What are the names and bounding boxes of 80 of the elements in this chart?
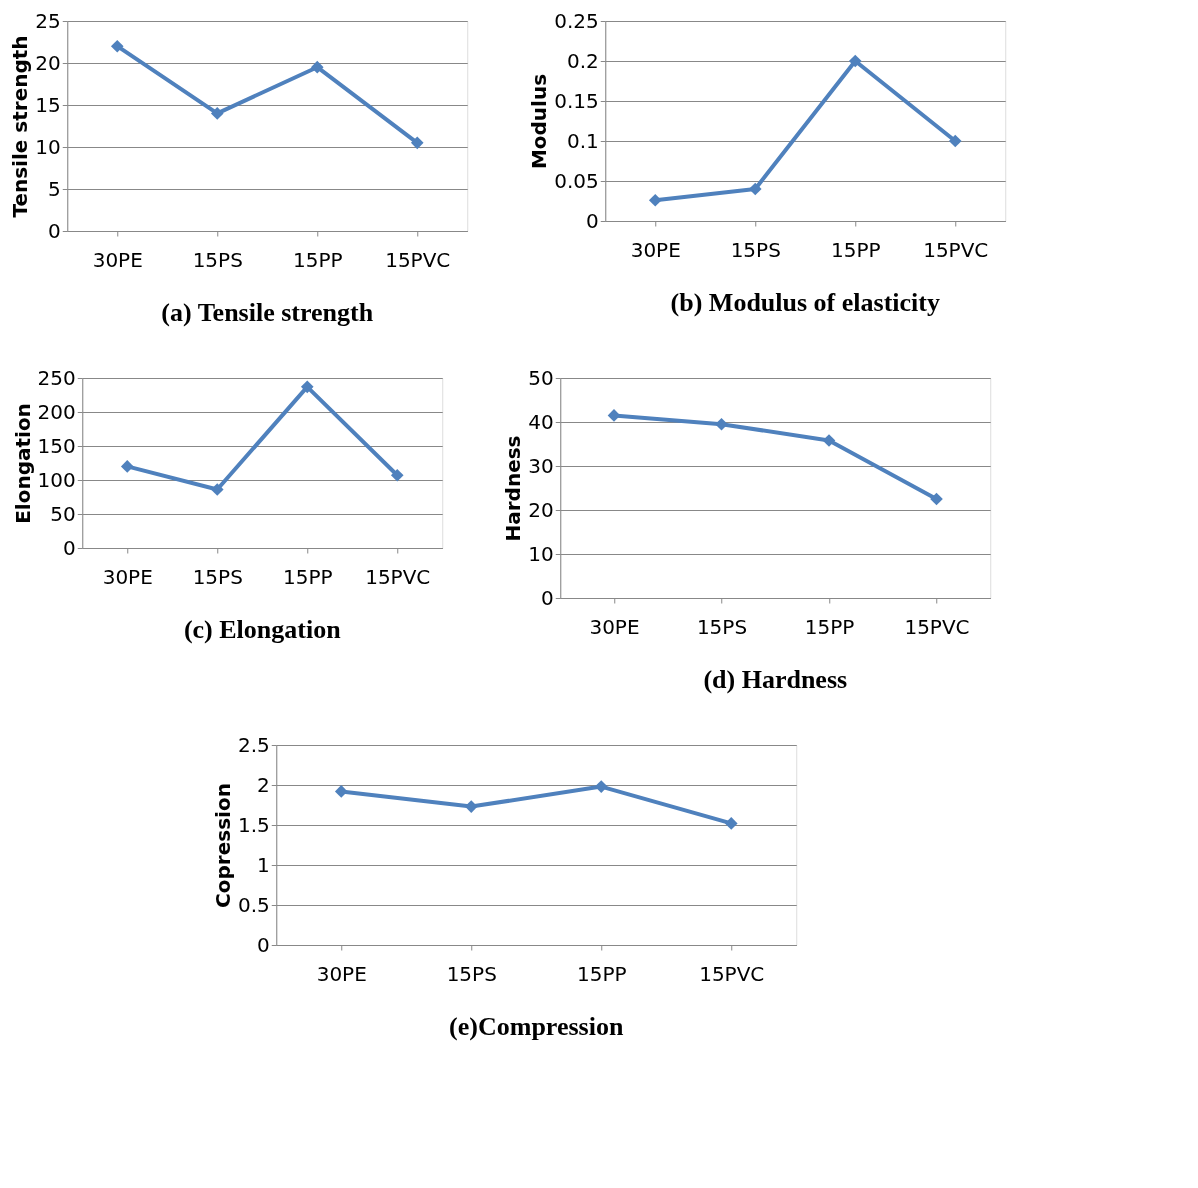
y-tick-label: 2.5 xyxy=(237,732,270,757)
y-axis-title: Elongation xyxy=(10,403,35,524)
y-tick-label: 200 xyxy=(37,399,76,424)
y-tick-label: 10 xyxy=(528,541,554,566)
point xyxy=(724,817,738,830)
y-tick-label: 30 xyxy=(528,453,554,478)
text: (a) Tensile strength xyxy=(161,298,374,327)
y-tick-label: 0.2 xyxy=(566,48,599,73)
y-tick-label: 20 xyxy=(528,497,554,522)
y-tick-label: 0.05 xyxy=(554,168,599,193)
text: (e)Compression xyxy=(449,1012,624,1041)
y-axis-title: Modulus xyxy=(527,73,552,170)
y-tick-label: 50 xyxy=(528,365,554,390)
point xyxy=(110,39,124,53)
point xyxy=(748,182,762,196)
y-axis-title: Hardness xyxy=(501,435,526,542)
x-tick-label: 30PE xyxy=(630,237,681,262)
x-tick-label: 15PP xyxy=(830,237,881,262)
point xyxy=(410,136,424,150)
x-tick-label: 15PS xyxy=(446,961,497,986)
x-tick-label: 15PP xyxy=(282,564,333,589)
text: (d) Hardness xyxy=(703,665,848,694)
x-tick-label: 30PE xyxy=(92,247,143,272)
x-tick-label: 15PVC xyxy=(923,237,989,262)
x-tick-label: 15PVC xyxy=(904,614,970,639)
y-tick-label: 2 xyxy=(257,772,270,797)
point xyxy=(607,409,621,422)
x-tick-label: 30PE xyxy=(102,564,153,589)
y-tick-label: 1.5 xyxy=(237,812,270,837)
y-tick-label: 0.5 xyxy=(237,892,270,917)
y-tick-label: 40 xyxy=(528,409,554,434)
x-tick-label: 15PVC xyxy=(365,564,431,589)
x-tick-label: 15PS xyxy=(730,237,781,262)
y-tick-label: 0.1 xyxy=(566,128,599,153)
y-tick-label: 10 xyxy=(35,134,61,159)
y-tick-label: 0.15 xyxy=(554,88,599,113)
text: (c) Elongation xyxy=(183,615,342,644)
point xyxy=(390,468,404,482)
point xyxy=(648,193,662,207)
y-axis-title: Tensile strength xyxy=(8,35,33,218)
point xyxy=(310,60,324,74)
y-tick-label: 0.25 xyxy=(554,8,599,33)
x-tick-label: 30PE xyxy=(589,614,640,639)
y-tick-label: 5 xyxy=(48,176,61,201)
y-tick-label: 100 xyxy=(37,467,76,492)
x-tick-label: 15PP xyxy=(576,961,627,986)
x-tick-label: 15PP xyxy=(804,614,855,639)
y-tick-label: 25 xyxy=(35,8,61,33)
point xyxy=(948,134,962,148)
x-tick-label: 15PP xyxy=(292,247,343,272)
y-tick-label: 20 xyxy=(35,50,61,75)
point xyxy=(210,483,224,496)
text: (b) Modulus of elasticity xyxy=(670,288,940,317)
y-tick-label: 0 xyxy=(63,535,76,560)
y-tick-label: 0 xyxy=(586,208,599,233)
y-tick-label: 1 xyxy=(257,852,270,877)
x-tick-label: 15PS xyxy=(192,564,243,589)
point xyxy=(120,460,134,473)
x-tick-label: 15PS xyxy=(696,614,748,639)
point xyxy=(930,492,943,506)
point xyxy=(822,434,836,447)
point xyxy=(464,800,478,813)
y-tick-label: 250 xyxy=(37,365,76,390)
y-tick-label: 0 xyxy=(48,218,61,243)
point xyxy=(210,107,224,120)
point xyxy=(594,780,608,793)
x-tick-label: 15PVC xyxy=(699,961,765,986)
y-tick-label: 150 xyxy=(37,433,76,458)
point xyxy=(300,380,314,394)
y-tick-label: 0 xyxy=(541,585,554,610)
x-tick-label: 15PVC xyxy=(385,247,451,272)
y-tick-label: 0 xyxy=(257,932,270,957)
y-tick-label: 50 xyxy=(50,501,76,526)
y-tick-label: 15 xyxy=(35,92,61,117)
point xyxy=(715,417,728,431)
x-tick-label: 30PE xyxy=(316,961,367,986)
point xyxy=(334,785,348,798)
point xyxy=(848,54,862,68)
y-axis-title: Copression xyxy=(210,783,235,908)
x-tick-label: 15PS xyxy=(192,247,243,272)
